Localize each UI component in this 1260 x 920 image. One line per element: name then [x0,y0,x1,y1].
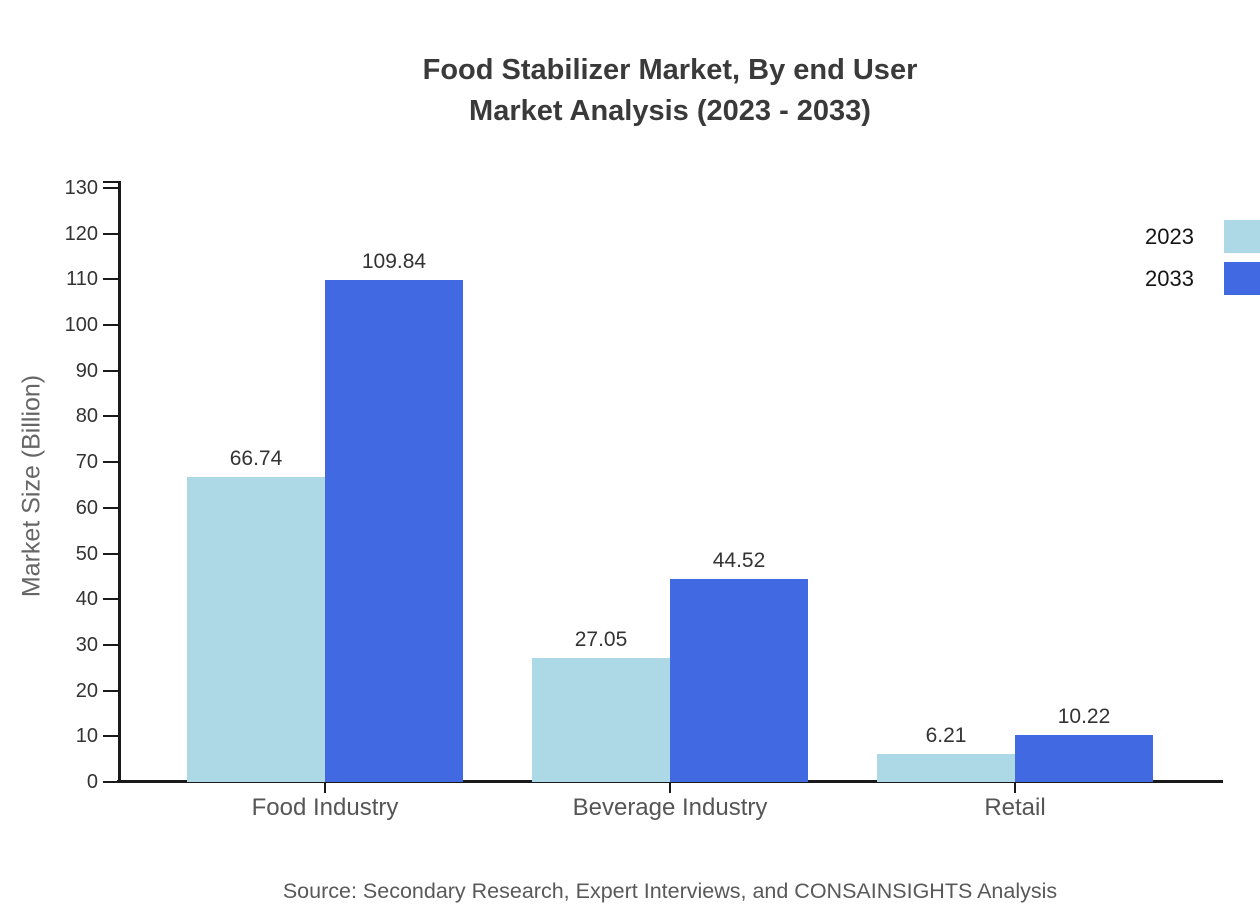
value-label-2033-beverage-industry: 44.52 [712,548,766,572]
y-tick-label: 70 [75,451,98,474]
chart-title-line1: Food Stabilizer Market, By end User [422,54,918,86]
y-tick-mark [103,415,118,418]
x-tick-mark [669,783,671,793]
value-label-2023-food-industry: 66.74 [229,447,283,471]
y-tick-label: 20 [75,679,98,702]
y-tick-mark [103,278,118,281]
chart-title-line2: Market Analysis (2023 - 2033) [469,95,871,127]
legend-row-2023: 2023 [1145,220,1260,253]
y-tick-label: 120 [64,222,98,245]
y-tick-label: 30 [75,633,98,656]
bar-2023-beverage-industry [532,658,670,782]
y-tick-label: 80 [75,405,98,428]
category-label-food-industry: Food Industry [251,794,399,821]
y-tick-label: 130 [64,177,98,199]
y-axis-top-cap [103,181,121,183]
y-tick-mark [103,506,118,509]
y-tick-mark [103,781,118,783]
y-tick-mark [103,552,118,555]
value-label-2023-beverage-industry: 27.05 [574,628,628,652]
bar-2033-beverage-industry [670,578,808,782]
y-tick-mark [103,689,118,692]
y-tick-label: 60 [75,496,98,519]
y-tick-label: 0 [86,771,98,793]
legend-label-2033: 2033 [1145,265,1194,291]
legend-label-2023: 2023 [1145,223,1194,249]
y-tick-label: 40 [75,588,98,611]
y-tick-label: 10 [75,725,98,748]
y-tick-mark [103,232,118,235]
y-tick-mark [103,598,118,601]
value-label-2023-retail: 6.21 [925,723,967,747]
bar-2023-retail [877,753,1015,782]
legend-swatch-2023 [1224,220,1260,253]
y-tick-mark [103,324,118,327]
y-tick-label: 50 [75,542,98,565]
value-label-2033-retail: 10.22 [1057,705,1111,729]
y-tick-label: 100 [64,314,98,337]
y-tick-mark [103,187,118,189]
bar-2033-retail [1015,735,1153,782]
source-note: Source: Secondary Research, Expert Inter… [282,879,1058,903]
y-tick-label: 90 [75,359,98,382]
y-tick-mark [103,735,118,738]
legend-swatch-2033 [1224,262,1260,295]
y-tick-label: 110 [66,268,98,291]
y-axis-line [118,181,121,783]
x-tick-mark [1014,783,1016,793]
legend-row-2033: 2033 [1145,262,1260,295]
bar-2023-food-industry [187,477,325,782]
y-tick-mark [103,369,118,372]
category-label-beverage-industry: Beverage Industry [572,794,768,821]
value-label-2033-food-industry: 109.84 [361,250,427,274]
bar-2033-food-industry [325,280,463,782]
y-tick-mark [103,643,118,646]
category-label-retail: Retail [984,794,1046,821]
x-tick-mark [324,783,326,793]
y-tick-mark [103,461,118,464]
chart-title: Food Stabilizer Market, By end User Mark… [118,50,1222,132]
